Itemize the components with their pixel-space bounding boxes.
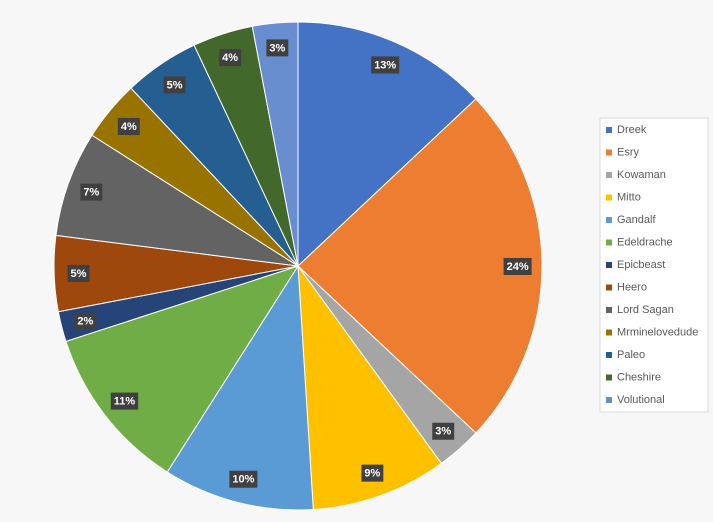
pie-slice (166, 264, 314, 511)
data-label: 5% (71, 268, 87, 280)
pie-slice (297, 264, 443, 511)
legend-label: Epicbeast (617, 259, 665, 271)
legend-label: Lord Sagan (617, 304, 674, 316)
data-label: 11% (114, 396, 136, 408)
legend-marker (606, 329, 612, 336)
data-label-box (229, 470, 258, 488)
data-label-box (361, 464, 384, 482)
legend-marker (606, 397, 612, 403)
data-label-box (219, 49, 242, 67)
data-label-box (371, 56, 400, 74)
pie-slice (65, 265, 300, 473)
legend-marker (606, 374, 612, 381)
data-label-box (266, 39, 289, 57)
legend-box (599, 117, 709, 413)
legend-marker (606, 194, 612, 201)
legend-marker (606, 284, 612, 291)
legend-label: Esry (617, 146, 640, 158)
pie-slice (251, 21, 299, 267)
legend-marker (606, 149, 612, 156)
pie-slice (297, 98, 543, 434)
data-label: 3% (269, 42, 285, 54)
data-label: 5% (167, 79, 183, 91)
data-label-box (110, 392, 139, 410)
data-label-box (503, 258, 532, 275)
legend-marker (606, 172, 612, 178)
data-label: 9% (364, 468, 380, 480)
data-label: 13% (374, 59, 396, 71)
legend-marker (606, 127, 612, 133)
legend-label: Volutional (617, 394, 665, 406)
legend-label: Kowaman (617, 169, 666, 181)
legend-label: Heero (617, 281, 647, 293)
data-label: 10% (232, 474, 254, 486)
data-label-box (74, 312, 97, 330)
data-label: 2% (77, 316, 93, 328)
legend-marker (606, 239, 612, 246)
legend-marker (606, 217, 612, 223)
data-label-box (80, 183, 103, 201)
legend-marker (606, 352, 612, 358)
legend-label: Dreek (617, 124, 647, 136)
data-label: 3% (435, 426, 451, 438)
data-label: 7% (83, 187, 99, 199)
legend-label: Mrminelovedude (617, 326, 698, 338)
pie-slice (55, 134, 299, 267)
data-label-box (67, 264, 90, 282)
legend-marker (606, 262, 612, 268)
data-label-box (163, 76, 186, 94)
legend-label: Cheshire (617, 371, 661, 383)
legend-marker (606, 307, 612, 313)
data-label: 4% (121, 121, 137, 133)
legend-label: Gandalf (617, 214, 656, 226)
pie-slice (297, 21, 477, 268)
data-label: 4% (222, 52, 238, 64)
legend-label: Edeldrache (617, 236, 673, 248)
data-label-box (432, 422, 455, 440)
data-label: 24% (507, 261, 529, 273)
data-label-box (117, 118, 140, 136)
legend-label: Paleo (617, 349, 645, 361)
legend-label: Mitto (617, 191, 641, 203)
